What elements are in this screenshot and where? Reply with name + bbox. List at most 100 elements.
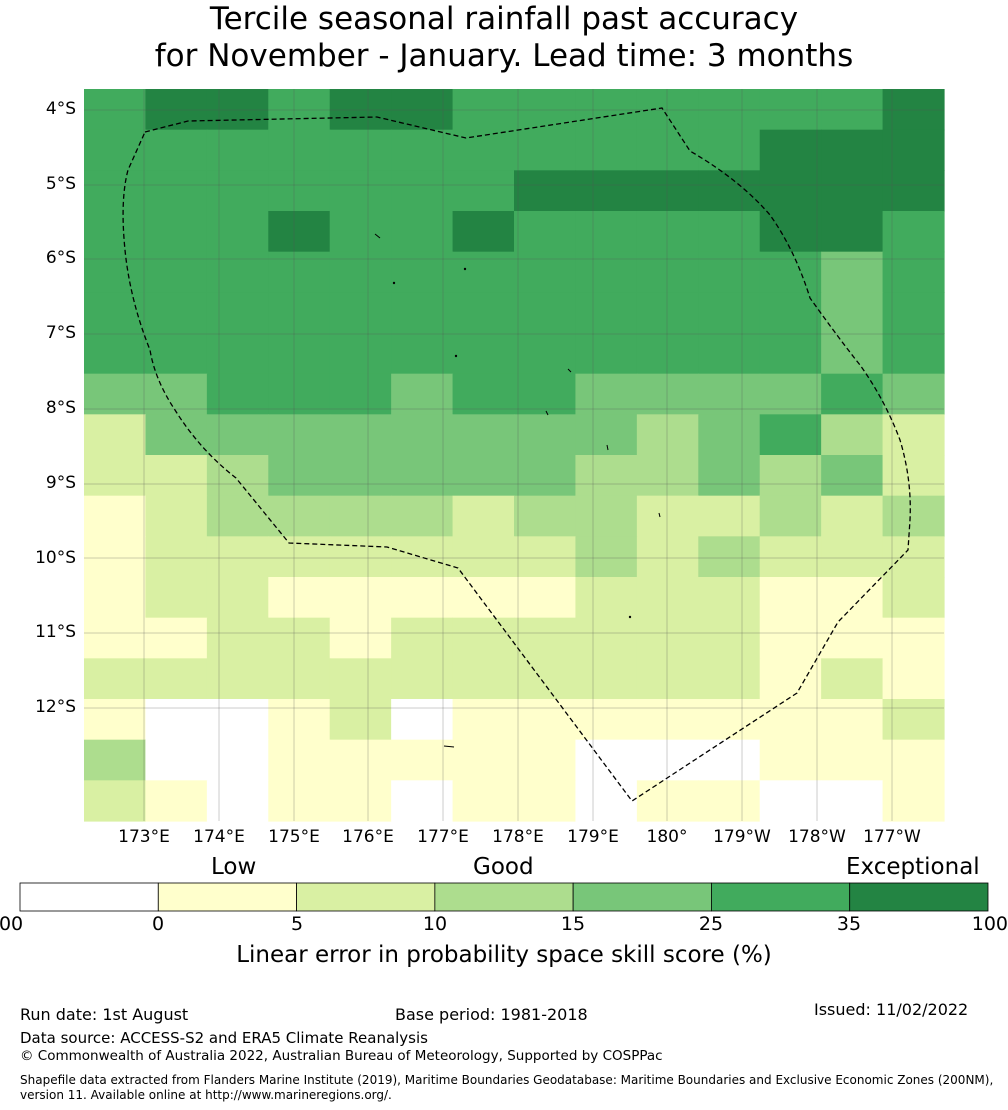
map-title-line-1: Tercile seasonal rainfall past accuracy	[209, 1, 799, 37]
colorbar-segment	[296, 882, 436, 912]
skill-cell	[821, 536, 884, 578]
skill-cell	[636, 577, 699, 619]
colorbar-tick: 0	[151, 913, 165, 935]
skill-cell	[636, 211, 699, 253]
skill-cell	[145, 292, 208, 334]
skill-cell	[514, 536, 577, 578]
skill-cell	[391, 780, 454, 822]
skill-cell	[84, 699, 147, 741]
skill-cell	[636, 89, 699, 131]
skill-cell	[882, 495, 945, 537]
skill-cell	[268, 211, 331, 253]
skill-cell	[514, 739, 577, 781]
skill-cell	[329, 89, 392, 131]
colorbar-segment	[19, 882, 159, 912]
skill-cell	[882, 211, 945, 253]
lat-label: 7°S	[45, 323, 76, 343]
legend-category-good: Good	[473, 854, 534, 880]
skill-cell	[514, 617, 577, 659]
skill-cell	[514, 495, 577, 537]
skill-cell	[821, 251, 884, 293]
skill-cell	[206, 617, 269, 659]
skill-cell	[759, 211, 822, 253]
skill-cell	[329, 617, 392, 659]
skill-cell	[698, 211, 761, 253]
colorbar-tick: 15	[560, 913, 586, 935]
colorbar-tick: -100	[0, 913, 24, 935]
lon-label: 178°W	[788, 827, 846, 847]
skill-cell	[452, 211, 515, 253]
skill-cell	[821, 292, 884, 334]
skill-cell	[882, 699, 945, 741]
skill-cell	[759, 251, 822, 293]
skill-cell	[759, 373, 822, 415]
skill-cell	[391, 373, 454, 415]
skill-cell	[759, 699, 822, 741]
skill-cell	[391, 699, 454, 741]
skill-cell	[145, 617, 208, 659]
skill-cell	[575, 495, 638, 537]
island	[443, 745, 455, 748]
skill-cell	[821, 739, 884, 781]
skill-cell	[391, 333, 454, 375]
lat-label: 11°S	[35, 622, 76, 642]
skill-cell	[575, 170, 638, 212]
skill-cell	[698, 414, 761, 456]
eez-boundary	[122, 107, 911, 802]
skill-cell	[698, 739, 761, 781]
skill-cell	[145, 699, 208, 741]
skill-cell	[145, 455, 208, 497]
skill-cell	[206, 89, 269, 131]
islands	[374, 233, 661, 748]
skill-cell	[575, 739, 638, 781]
skill-cell	[882, 129, 945, 171]
skill-cell	[206, 292, 269, 334]
skill-cell	[206, 780, 269, 822]
skill-cell	[821, 129, 884, 171]
skill-cell	[636, 292, 699, 334]
colorbar-tick: 10	[422, 913, 448, 935]
lon-label: 173°E	[118, 827, 170, 847]
skill-cell	[698, 658, 761, 700]
skill-cell	[821, 373, 884, 415]
skill-cell	[698, 129, 761, 171]
skill-cell	[268, 333, 331, 375]
skill-cell	[882, 373, 945, 415]
skill-cell	[575, 414, 638, 456]
skill-cell	[84, 211, 147, 253]
lon-label: 178°E	[492, 827, 544, 847]
skill-cell	[391, 658, 454, 700]
skill-cell	[145, 333, 208, 375]
issued-date: Issued: 11/02/2022	[814, 1000, 969, 1019]
skill-cell	[514, 577, 577, 619]
lon-label: 174°E	[193, 827, 245, 847]
skill-cell	[698, 495, 761, 537]
skill-cell	[391, 129, 454, 171]
skill-cell	[145, 170, 208, 212]
skill-cell	[84, 414, 147, 456]
skill-cell	[759, 170, 822, 212]
skill-cell	[329, 577, 392, 619]
lon-label: 176°E	[342, 827, 394, 847]
skill-cell	[145, 536, 208, 578]
skill-cell	[391, 617, 454, 659]
skill-cell	[759, 617, 822, 659]
skill-cell	[514, 333, 577, 375]
skill-cell	[329, 780, 392, 822]
skill-cell	[206, 414, 269, 456]
skill-cell	[698, 780, 761, 822]
skill-cell	[329, 699, 392, 741]
skill-cell	[391, 536, 454, 578]
skill-cell	[206, 739, 269, 781]
skill-cell	[759, 658, 822, 700]
skill-grid	[84, 89, 945, 822]
skill-cell	[145, 780, 208, 822]
skill-cell	[145, 251, 208, 293]
skill-cell	[452, 414, 515, 456]
island	[392, 281, 396, 285]
colorbar	[19, 882, 989, 912]
skill-cell	[575, 373, 638, 415]
skill-cell	[84, 536, 147, 578]
skill-cell	[452, 170, 515, 212]
skill-cell	[84, 780, 147, 822]
